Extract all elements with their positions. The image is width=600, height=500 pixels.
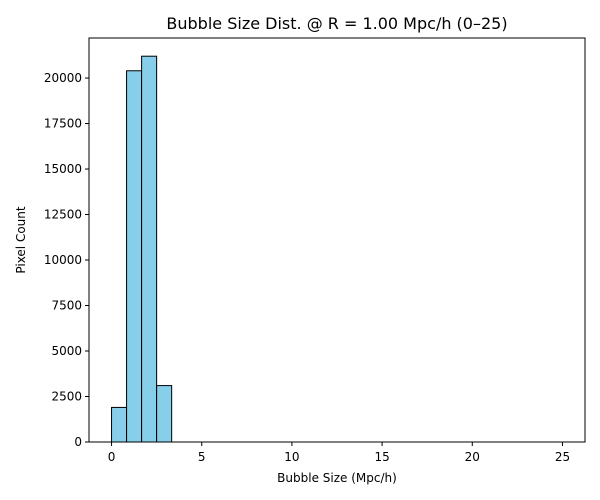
plot-frame bbox=[88, 37, 586, 443]
y-tick-label: 15000 bbox=[44, 162, 82, 176]
y-tick-label: 12500 bbox=[44, 208, 82, 222]
chart-title: Bubble Size Dist. @ R = 1.00 Mpc/h (0–25… bbox=[166, 14, 507, 33]
y-tick-label: 7500 bbox=[51, 299, 82, 313]
histogram-bar bbox=[156, 385, 173, 443]
histogram-bar bbox=[126, 70, 143, 443]
bars-group bbox=[111, 55, 173, 443]
y-tick-label: 5000 bbox=[51, 344, 82, 358]
x-tick-label: 5 bbox=[198, 450, 206, 464]
y-tick-label: 0 bbox=[74, 435, 82, 449]
histogram-bar bbox=[111, 406, 128, 443]
y-axis-label: Pixel Count bbox=[14, 206, 28, 274]
x-tick-label: 20 bbox=[465, 450, 480, 464]
histogram-bar bbox=[141, 55, 158, 443]
x-tick-label: 25 bbox=[555, 450, 570, 464]
x-tick-label: 0 bbox=[108, 450, 116, 464]
y-tick-label: 17500 bbox=[44, 117, 82, 131]
y-tick-label: 10000 bbox=[44, 253, 82, 267]
x-tick-label: 15 bbox=[374, 450, 389, 464]
y-tick-label: 2500 bbox=[51, 390, 82, 404]
y-tick-label: 20000 bbox=[44, 71, 82, 85]
x-axis-label: Bubble Size (Mpc/h) bbox=[277, 471, 397, 485]
x-ticks-group: 0 5 10 15 20 25 bbox=[108, 442, 570, 464]
x-tick-label: 10 bbox=[284, 450, 299, 464]
y-ticks-group: 0 2500 5000 7500 10000 12500 15000 17500 20000 bbox=[44, 71, 89, 449]
